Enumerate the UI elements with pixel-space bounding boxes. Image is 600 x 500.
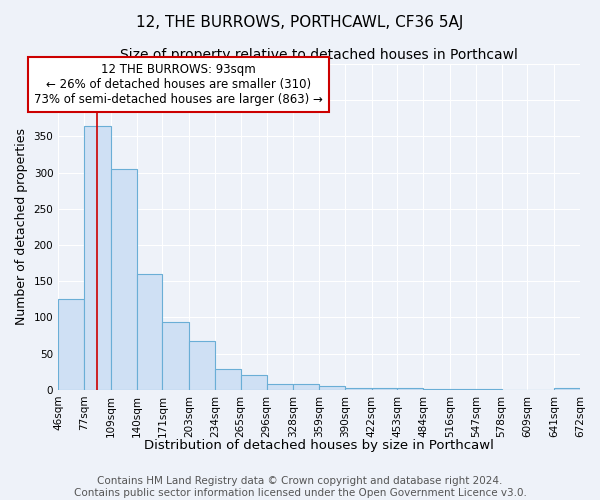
Bar (345, 388, 371, 390)
Bar (476, 389, 502, 390)
Bar (189, 340, 215, 390)
Bar (397, 388, 423, 390)
Text: 12 THE BURROWS: 93sqm
← 26% of detached houses are smaller (310)
73% of semi-det: 12 THE BURROWS: 93sqm ← 26% of detached … (34, 63, 323, 106)
Bar (371, 388, 397, 390)
Bar (319, 386, 345, 390)
Bar (163, 322, 189, 390)
Bar (450, 389, 476, 390)
Bar (554, 388, 580, 390)
Y-axis label: Number of detached properties: Number of detached properties (15, 128, 28, 326)
Bar (110, 169, 137, 390)
Bar (241, 376, 266, 390)
X-axis label: Distribution of detached houses by size in Porthcawl: Distribution of detached houses by size … (144, 440, 494, 452)
Title: Size of property relative to detached houses in Porthcawl: Size of property relative to detached ho… (120, 48, 518, 62)
Bar (58, 300, 84, 390)
Bar (423, 389, 450, 390)
Bar (293, 384, 319, 390)
Bar (215, 370, 241, 390)
Text: 12, THE BURROWS, PORTHCAWL, CF36 5AJ: 12, THE BURROWS, PORTHCAWL, CF36 5AJ (136, 15, 464, 30)
Bar (266, 384, 293, 390)
Bar (137, 274, 163, 390)
Bar (84, 126, 110, 390)
Text: Contains HM Land Registry data © Crown copyright and database right 2024.
Contai: Contains HM Land Registry data © Crown c… (74, 476, 526, 498)
